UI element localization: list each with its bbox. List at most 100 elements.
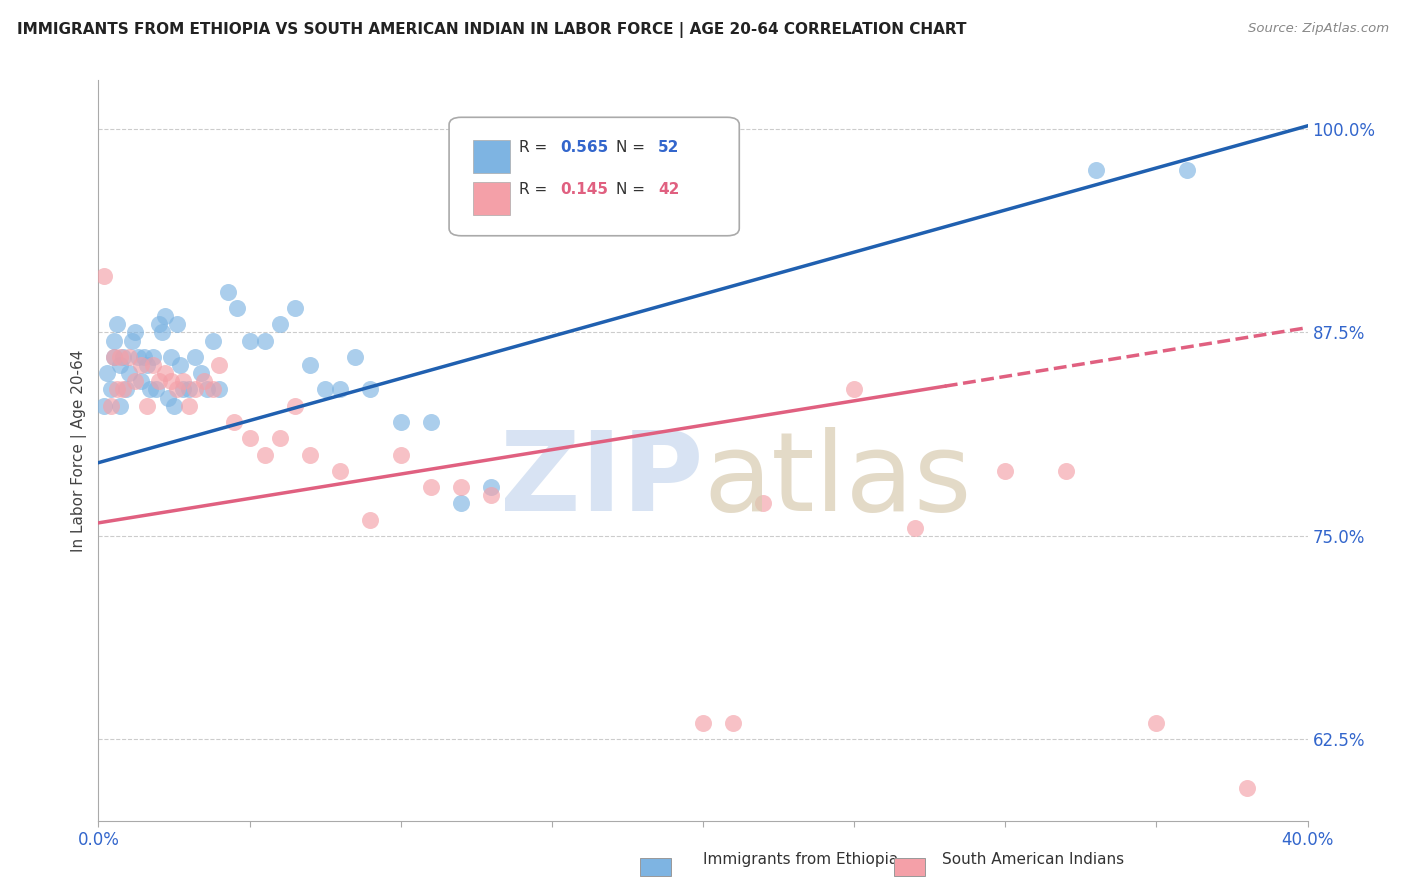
- Text: Immigrants from Ethiopia: Immigrants from Ethiopia: [703, 852, 898, 867]
- Point: [208, 383, 231, 397]
- Point: [195, 383, 218, 397]
- Point: [284, 399, 307, 413]
- Point: [103, 350, 125, 364]
- Point: [111, 383, 134, 397]
- Point: [114, 383, 136, 397]
- Point: [129, 374, 152, 388]
- Text: 52: 52: [658, 139, 679, 154]
- Point: [142, 350, 165, 364]
- Point: [1175, 162, 1198, 177]
- FancyBboxPatch shape: [449, 117, 740, 235]
- Point: [153, 310, 176, 324]
- Point: [169, 358, 191, 372]
- Point: [111, 350, 134, 364]
- Point: [299, 358, 322, 372]
- Text: N =: N =: [616, 183, 650, 197]
- Point: [150, 326, 173, 340]
- Point: [450, 496, 472, 510]
- Point: [844, 383, 866, 397]
- Point: [118, 350, 141, 364]
- Point: [217, 285, 239, 299]
- Point: [1085, 162, 1108, 177]
- Point: [184, 383, 207, 397]
- Point: [299, 448, 322, 462]
- Text: 0.565: 0.565: [561, 139, 609, 154]
- Point: [752, 496, 775, 510]
- Text: 42: 42: [658, 183, 679, 197]
- Point: [723, 716, 745, 731]
- Point: [450, 480, 472, 494]
- Point: [93, 399, 115, 413]
- Point: [93, 268, 115, 283]
- Point: [100, 399, 122, 413]
- Text: N =: N =: [616, 139, 650, 154]
- Point: [108, 399, 131, 413]
- Point: [135, 358, 157, 372]
- Text: South American Indians: South American Indians: [942, 852, 1125, 867]
- Point: [103, 334, 125, 348]
- Point: [179, 399, 201, 413]
- Point: [100, 383, 122, 397]
- Point: [108, 350, 131, 364]
- Point: [481, 480, 503, 494]
- Point: [239, 334, 262, 348]
- Point: [184, 350, 207, 364]
- Point: [329, 383, 352, 397]
- Point: [148, 318, 170, 332]
- Text: IMMIGRANTS FROM ETHIOPIA VS SOUTH AMERICAN INDIAN IN LABOR FORCE | AGE 20-64 COR: IMMIGRANTS FROM ETHIOPIA VS SOUTH AMERIC…: [17, 22, 966, 38]
- Point: [1236, 781, 1258, 796]
- Point: [314, 383, 336, 397]
- Text: R =: R =: [519, 183, 553, 197]
- Point: [105, 383, 128, 397]
- Point: [239, 431, 262, 445]
- Point: [163, 399, 186, 413]
- Point: [360, 513, 382, 527]
- Point: [224, 415, 246, 429]
- Point: [253, 334, 276, 348]
- Point: [1054, 464, 1077, 478]
- Point: [360, 383, 382, 397]
- Text: atlas: atlas: [703, 426, 972, 533]
- Text: ZIP: ZIP: [499, 426, 703, 533]
- Point: [129, 358, 152, 372]
- Point: [145, 383, 167, 397]
- Text: 0.145: 0.145: [561, 183, 609, 197]
- Text: R =: R =: [519, 139, 553, 154]
- Point: [344, 350, 367, 364]
- Point: [124, 374, 146, 388]
- Point: [253, 448, 276, 462]
- Point: [208, 358, 231, 372]
- Point: [420, 480, 443, 494]
- Point: [124, 326, 146, 340]
- Point: [193, 374, 215, 388]
- Point: [226, 301, 249, 315]
- Point: [135, 399, 157, 413]
- Point: [202, 383, 225, 397]
- Point: [904, 521, 927, 535]
- Point: [389, 415, 412, 429]
- Point: [172, 374, 194, 388]
- Point: [108, 358, 131, 372]
- Point: [269, 431, 291, 445]
- Point: [420, 415, 443, 429]
- Point: [269, 318, 291, 332]
- Y-axis label: In Labor Force | Age 20-64: In Labor Force | Age 20-64: [72, 350, 87, 551]
- Bar: [474, 182, 509, 215]
- Point: [1144, 716, 1167, 731]
- Point: [156, 391, 179, 405]
- Point: [160, 374, 183, 388]
- Point: [481, 488, 503, 502]
- Point: [139, 383, 162, 397]
- Point: [142, 358, 165, 372]
- Bar: [474, 139, 509, 173]
- Point: [153, 366, 176, 380]
- Point: [190, 366, 212, 380]
- Point: [105, 318, 128, 332]
- Point: [160, 350, 183, 364]
- Point: [166, 318, 188, 332]
- Point: [389, 448, 412, 462]
- Point: [121, 334, 143, 348]
- Point: [172, 383, 194, 397]
- Point: [96, 366, 118, 380]
- Point: [103, 350, 125, 364]
